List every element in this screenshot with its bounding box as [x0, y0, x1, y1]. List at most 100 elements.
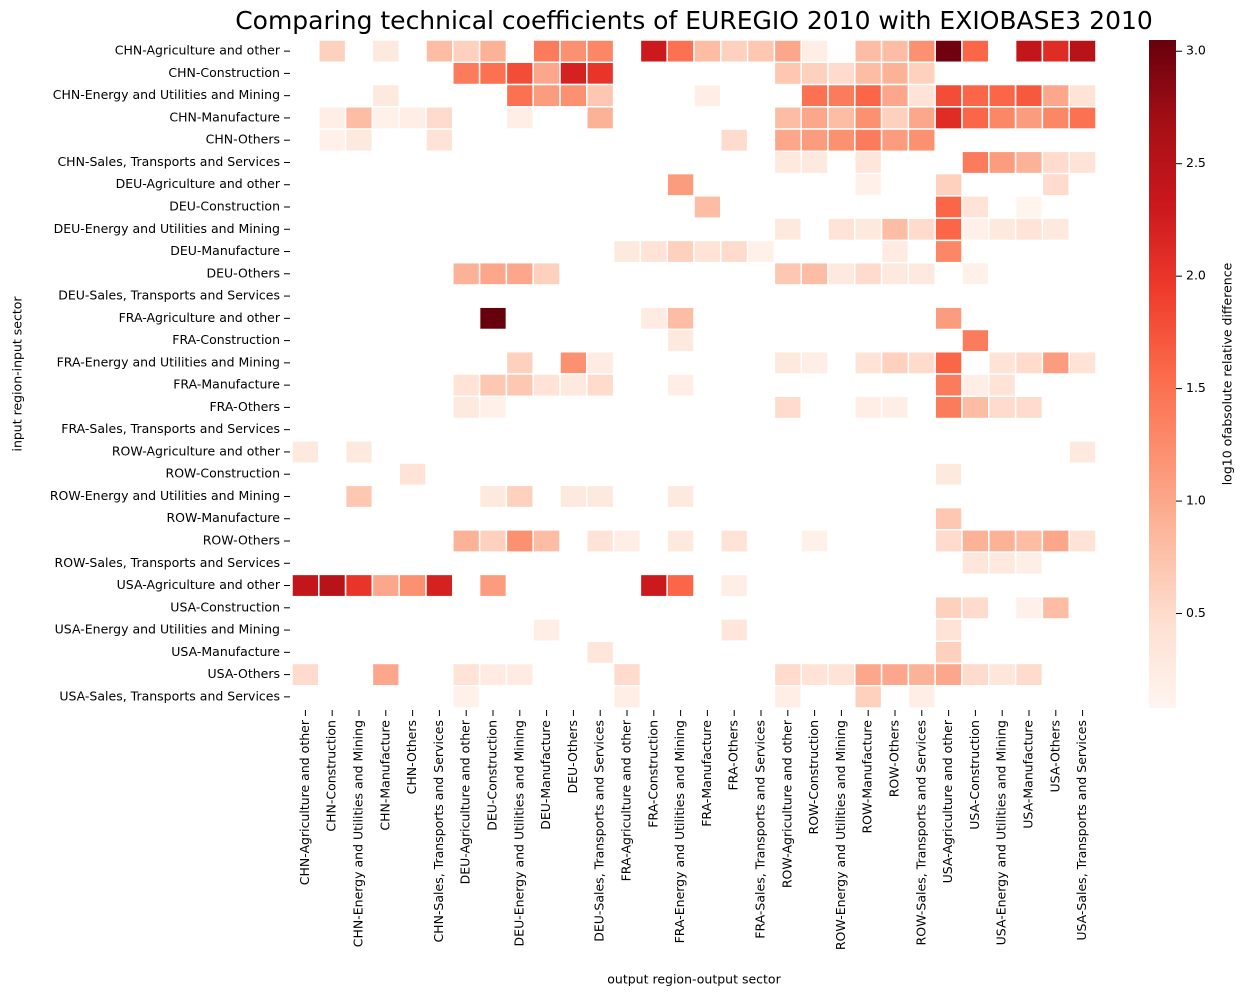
heatmap-cell — [1014, 551, 1044, 576]
colorbar-tick-label: 2.5 — [1186, 155, 1206, 170]
heatmap-cell — [800, 150, 829, 175]
heatmap-cell — [934, 640, 963, 665]
heatmap-cell — [907, 261, 936, 286]
heatmap-cell — [827, 261, 856, 286]
heatmap-cell — [639, 39, 668, 64]
heatmap-cell — [800, 529, 829, 553]
colorbar-tick-label: 3.0 — [1186, 43, 1206, 58]
heatmap-cell — [398, 573, 427, 598]
heatmap-cell — [452, 39, 481, 64]
heatmap-cell — [773, 684, 802, 709]
y-tick-label: USA-Others — [208, 666, 280, 681]
heatmap-cell — [478, 306, 508, 331]
x-tick-label: CHN-Agriculture and other — [297, 719, 312, 885]
y-tick-label: ROW-Manufacture — [167, 510, 281, 525]
heatmap-cell — [478, 61, 508, 86]
heatmap-cell — [586, 39, 615, 64]
heatmap-cell — [720, 128, 749, 153]
heatmap-cell — [666, 172, 695, 197]
heatmap-cell — [344, 128, 374, 153]
colorbar — [1149, 40, 1176, 708]
x-tick-label: ROW-Others — [887, 720, 902, 797]
heatmap-cell — [318, 39, 347, 64]
heatmap-cell — [478, 39, 508, 64]
heatmap-cell — [559, 373, 588, 398]
heatmap-cell — [907, 128, 936, 153]
heatmap-cell — [773, 61, 802, 86]
heatmap-cell — [371, 83, 400, 108]
y-tick-label: DEU-Energy and Utilities and Mining — [54, 221, 280, 236]
y-tick-label: USA-Sales, Transports and Services — [59, 688, 280, 703]
heatmap-cell — [639, 306, 668, 331]
heatmap-cell — [854, 172, 883, 197]
heatmap-cell — [693, 239, 722, 264]
heatmap-cell — [988, 551, 1017, 576]
heatmap-cell — [1014, 395, 1044, 420]
heatmap-cell — [1041, 83, 1070, 108]
heatmap-cell — [934, 39, 963, 64]
heatmap-cell — [344, 440, 374, 464]
heatmap-cell — [934, 662, 963, 687]
heatmap-cell — [773, 106, 802, 130]
heatmap-cell — [478, 573, 508, 598]
heatmap-cell — [880, 128, 910, 153]
y-tick-label: ROW-Energy and Utilities and Mining — [50, 488, 280, 503]
heatmap-cell — [907, 217, 936, 242]
heatmap-cell — [425, 39, 454, 64]
heatmap-cell — [425, 106, 454, 130]
heatmap-cell — [1068, 150, 1097, 175]
heatmap-cell — [773, 150, 802, 175]
x-tick-label: DEU-Others — [565, 720, 580, 794]
heatmap-cell — [693, 83, 722, 108]
heatmap-cell — [907, 662, 936, 687]
heatmap-cell — [907, 350, 936, 375]
heatmap-cell — [961, 551, 990, 576]
heatmap-cell — [478, 261, 508, 286]
heatmap-cell — [961, 395, 990, 420]
y-tick-label: ROW-Agriculture and other — [112, 443, 281, 458]
heatmap-cell — [1041, 106, 1070, 130]
heatmap-cell — [505, 261, 534, 286]
heatmap-cell — [988, 373, 1017, 398]
heatmap-cell — [291, 440, 320, 464]
x-tick-label: CHN-Others — [404, 720, 419, 794]
y-tick-label: FRA-Agriculture and other — [119, 310, 281, 325]
heatmap-cell — [318, 573, 347, 598]
heatmap-cell — [800, 128, 829, 153]
heatmap-cell — [1041, 350, 1070, 375]
heatmap-cell — [586, 529, 615, 553]
heatmap-cell — [1068, 83, 1097, 108]
x-tick-label: FRA-Manufacture — [699, 720, 714, 827]
heatmap-cell — [854, 395, 883, 420]
heatmap-cell — [720, 529, 749, 553]
heatmap-cell — [478, 484, 508, 509]
chart-title: Comparing technical coefficients of EURE… — [235, 6, 1153, 35]
heatmap-cell — [988, 83, 1017, 108]
heatmap-cell — [988, 395, 1017, 420]
heatmap-cell — [559, 350, 588, 375]
heatmap-cell — [666, 573, 695, 598]
heatmap-cell — [988, 106, 1017, 130]
heatmap-cell — [318, 128, 347, 153]
heatmap-cell — [907, 83, 936, 108]
heatmap-cell — [854, 150, 883, 175]
heatmap-cell — [907, 106, 936, 130]
heatmap-cell — [398, 462, 427, 487]
heatmap-cell — [1014, 595, 1044, 620]
heatmap-cell — [854, 128, 883, 153]
heatmap-cell — [1014, 662, 1044, 687]
heatmap-cell — [746, 239, 776, 264]
heatmap-cell — [559, 61, 588, 86]
heatmap-cell — [827, 106, 856, 130]
heatmap-cell — [827, 662, 856, 687]
colorbar-label: log10 ofabsolute relative difference — [1220, 262, 1235, 485]
y-tick-label: FRA-Others — [209, 399, 280, 414]
heatmap-cell — [961, 195, 990, 219]
heatmap-cell — [934, 618, 963, 642]
heatmap-cell — [880, 61, 910, 86]
heatmap-cell — [505, 529, 534, 553]
heatmap-cell — [934, 373, 963, 398]
heatmap-cell — [639, 573, 668, 598]
heatmap-cell — [854, 61, 883, 86]
